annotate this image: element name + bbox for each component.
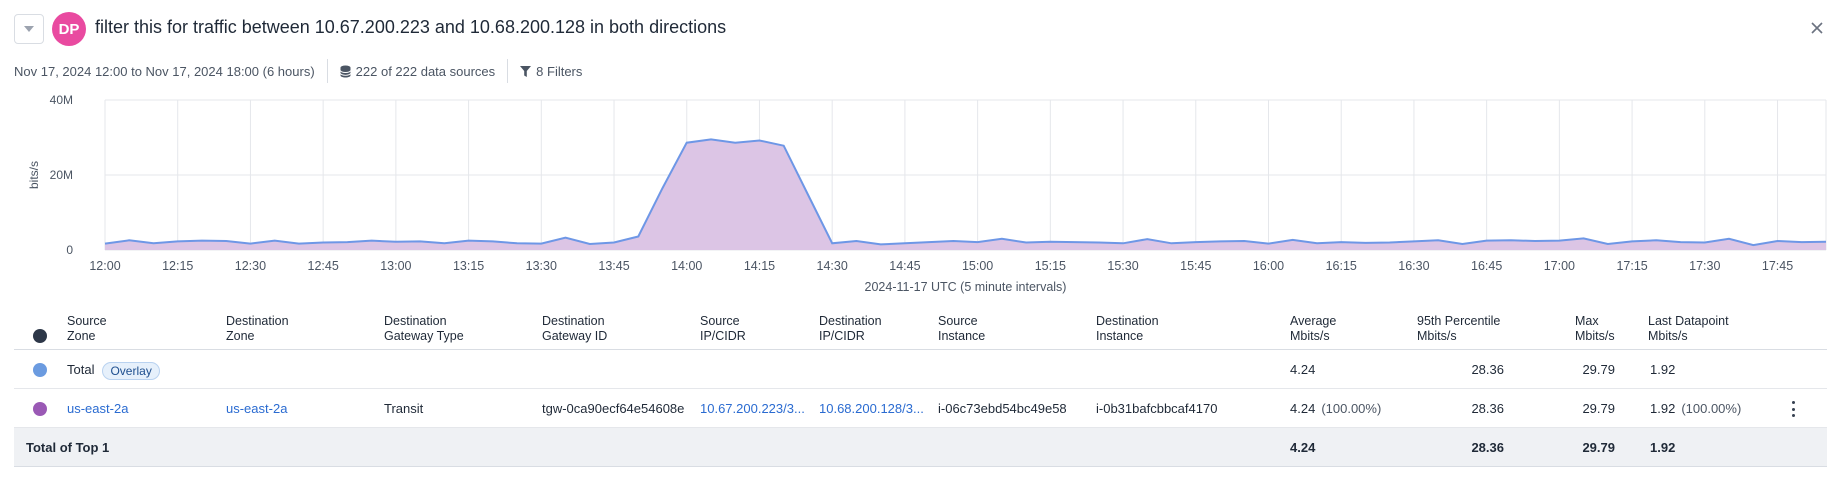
x-axis-label: 2024-11-17 UTC (5 minute intervals) [865, 280, 1067, 294]
avatar: DP [52, 12, 86, 46]
col-average[interactable]: Average Mbits/s [1290, 314, 1337, 343]
x-tick-label: 14:15 [744, 259, 775, 273]
series-line [104, 138, 1827, 247]
table-row[interactable]: us-east-2a us-east-2a Transit tgw-0ca90e… [14, 389, 1827, 428]
x-tick-label: 13:00 [380, 259, 411, 273]
close-button[interactable] [1807, 18, 1827, 38]
source-zone-link[interactable]: us-east-2a [67, 401, 129, 416]
last-value: 1.92 (100.00%) [1650, 389, 1741, 428]
col-destination-zone[interactable]: Destination Zone [226, 314, 289, 343]
average-percent: (100.00%) [1321, 401, 1382, 416]
close-icon [1811, 22, 1823, 34]
average-value: 4.24 (100.00%) [1290, 389, 1381, 428]
caret-down-icon [24, 26, 34, 32]
summary-label: Total of Top 1 [26, 440, 110, 455]
x-tick-label: 14:00 [671, 259, 702, 273]
filters-label: 8 Filters [536, 63, 583, 79]
series-color-dot[interactable] [33, 402, 47, 416]
destination-ip-link[interactable]: 10.68.200.128/3... [819, 401, 924, 416]
x-tick-label: 14:30 [817, 259, 848, 273]
row-menu-icon[interactable] [1788, 401, 1798, 417]
col-destination-gateway-id[interactable]: Destination Gateway ID [542, 314, 608, 343]
x-tick-label: 16:00 [1253, 259, 1284, 273]
y-tick-label: 40M [50, 93, 73, 107]
last-value: 1.92 [1650, 440, 1676, 455]
query-meta-bar: Nov 17, 2024 12:00 to Nov 17, 2024 18:00… [14, 58, 582, 84]
last-percent: (100.00%) [1681, 401, 1742, 416]
max-value: 29.79 [1582, 362, 1615, 377]
last-value: 1.92 [1650, 362, 1676, 377]
x-tick-label: 13:45 [598, 259, 629, 273]
x-tick-label: 16:15 [1326, 259, 1357, 273]
p95-value: 28.36 [1471, 440, 1504, 455]
x-tick-label: 13:30 [526, 259, 557, 273]
traffic-chart-svg: 40M 20M 0 12:00 12:15 12:30 12:45 13:00 13:15 13:… [27, 93, 1827, 294]
y-tick-label: 0 [66, 243, 73, 257]
x-tick-label: 12:30 [235, 259, 266, 273]
col-source-ip-cidr[interactable]: Source IP/CIDR [700, 314, 746, 343]
col-destination-instance[interactable]: Destination Instance [1096, 314, 1159, 343]
total-label-cell: Total Overlay [67, 350, 160, 389]
data-sources-button[interactable]: 222 of 222 data sources [339, 63, 496, 79]
x-tick-label: 16:45 [1471, 259, 1502, 273]
header: DP filter this for traffic between 10.67… [0, 0, 1841, 58]
x-tick-label: 12:00 [89, 259, 120, 273]
time-range[interactable]: Nov 17, 2024 12:00 to Nov 17, 2024 18:00… [14, 63, 315, 79]
x-tick-label: 15:30 [1107, 259, 1138, 273]
filter-icon [520, 65, 532, 77]
destination-zone-link[interactable]: us-east-2a [226, 401, 288, 416]
page-title: filter this for traffic between 10.67.20… [95, 17, 727, 37]
col-source-zone[interactable]: Source Zone [67, 314, 107, 343]
x-tick-label: 15:45 [1180, 259, 1211, 273]
series-color-dot[interactable] [33, 329, 47, 343]
total-label: Total [67, 362, 95, 377]
average-value: 4.24 [1290, 362, 1316, 377]
destination-gateway-type: Transit [384, 401, 424, 416]
col-max[interactable]: Max Mbits/s [1575, 314, 1615, 343]
results-table: Source Zone Destination Zone Destination Ga… [14, 310, 1827, 467]
series-area [105, 139, 1826, 250]
divider [326, 59, 328, 83]
x-tick-label: 17:30 [1689, 259, 1720, 273]
table-header: Source Zone Destination Zone Destination Ga… [14, 310, 1827, 350]
destination-gateway-id: tgw-0ca90ecf64e54608e [542, 401, 685, 416]
x-tick-label: 15:00 [962, 259, 993, 273]
x-tick-label: 17:45 [1762, 259, 1793, 273]
y-tick-label: 20M [50, 168, 73, 182]
y-axis-label: bits/s [27, 161, 41, 189]
col-source-instance[interactable]: Source Instance [938, 314, 986, 343]
data-sources-label: 222 of 222 data sources [355, 63, 496, 79]
p95-value: 28.36 [1471, 401, 1504, 416]
x-tick-label: 12:45 [308, 259, 339, 273]
x-tick-label: 13:15 [453, 259, 484, 273]
col-destination-gateway-type[interactable]: Destination Gateway Type [384, 314, 464, 343]
x-tick-label: 16:30 [1398, 259, 1429, 273]
table-row-total: Total Overlay 4.24 28.36 29.79 1.92 [14, 350, 1827, 389]
x-tick-label: 14:45 [889, 259, 920, 273]
source-ip-link[interactable]: 10.67.200.223/3... [700, 401, 805, 416]
source-instance: i-06c73ebd54bc49e58 [938, 401, 1067, 416]
col-destination-ip-cidr[interactable]: Destination IP/CIDR [819, 314, 882, 343]
traffic-chart: 40M 20M 0 12:00 12:15 12:30 12:45 13:00 13:15 13:… [0, 92, 1841, 302]
filters-button[interactable]: 8 Filters [520, 64, 582, 79]
table-row-summary: Total of Top 1 4.24 28.36 29.79 1.92 [14, 428, 1827, 467]
x-tick-label: 15:15 [1035, 259, 1066, 273]
average-value: 4.24 [1290, 440, 1316, 455]
average-number: 4.24 [1290, 401, 1316, 416]
database-icon [339, 65, 351, 78]
destination-instance: i-0b31bafcbbcaf4170 [1096, 401, 1218, 416]
divider [507, 59, 509, 83]
last-number: 1.92 [1650, 401, 1676, 416]
x-tick-label: 17:00 [1544, 259, 1575, 273]
overlay-badge: Overlay [102, 361, 160, 380]
x-tick-label: 17:15 [1616, 259, 1647, 273]
p95-value: 28.36 [1471, 362, 1504, 377]
max-value: 29.79 [1582, 440, 1615, 455]
col-last-datapoint[interactable]: Last Datapoint Mbits/s [1648, 314, 1729, 343]
series-color-dot[interactable] [33, 363, 47, 377]
x-tick-label: 12:15 [162, 259, 193, 273]
max-value: 29.79 [1582, 401, 1615, 416]
col-95th-percentile[interactable]: 95th Percentile Mbits/s [1417, 314, 1501, 343]
collapse-button[interactable] [14, 14, 44, 44]
